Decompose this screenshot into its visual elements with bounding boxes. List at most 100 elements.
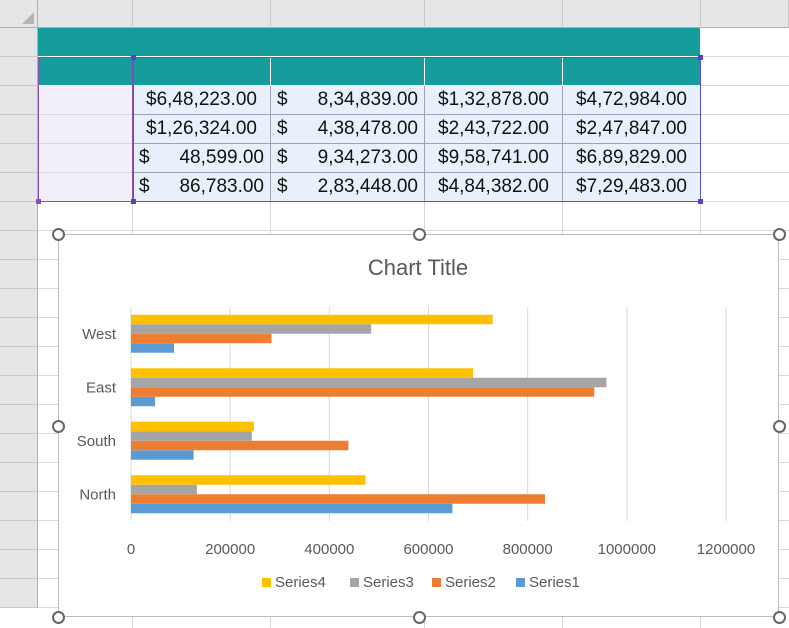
value-cell[interactable]: $4,84,382.00 (425, 173, 563, 202)
row-header-12[interactable] (0, 347, 38, 376)
cell-value: $1,32,878.00 (438, 89, 549, 110)
row-header-14[interactable] (0, 405, 38, 434)
value-cell[interactable]: $2,83,448.00 (271, 173, 425, 202)
chart-resize-handle[interactable] (52, 228, 65, 241)
column-header-f[interactable] (701, 0, 789, 28)
legend-label-series3[interactable]: Series3 (363, 574, 414, 591)
value-cell[interactable]: $1,32,878.00 (425, 86, 563, 115)
range-resize-handle[interactable] (131, 199, 136, 204)
bar-series4-east[interactable] (131, 368, 474, 378)
bar-series1-north[interactable] (131, 503, 453, 514)
chart-canvas: Chart Title 0 200000 400000 600000 800000 1000… (77, 255, 755, 591)
row-header-9[interactable] (0, 260, 38, 289)
value-cell[interactable]: $4,38,478.00 (271, 115, 425, 144)
category-label-south: South (77, 433, 116, 450)
chart-resize-handle[interactable] (773, 611, 786, 624)
bar-series2-north[interactable] (131, 494, 545, 504)
value-cell[interactable]: $1,26,324.00 (133, 115, 271, 144)
column-header-c[interactable] (271, 0, 425, 28)
value-cell[interactable]: $2,47,847.00 (563, 115, 701, 144)
chart-resize-handle[interactable] (773, 228, 786, 241)
row-header-8[interactable] (0, 231, 38, 260)
currency-symbol: $ (277, 118, 288, 139)
region-cell-west[interactable] (38, 173, 133, 202)
row-header-17[interactable] (0, 492, 38, 521)
row-header-19[interactable] (0, 550, 38, 579)
bar-series4-west[interactable] (131, 314, 493, 325)
bar-series4-south[interactable] (131, 421, 254, 432)
cell-value: $9,58,741.00 (438, 147, 549, 168)
chart-resize-handle[interactable] (412, 228, 426, 241)
row-header-18[interactable] (0, 521, 38, 550)
row-header-4[interactable] (0, 115, 38, 144)
range-resize-handle[interactable] (698, 199, 703, 204)
header-cell-region[interactable] (38, 57, 133, 86)
cell-value: 2,83,448.00 (317, 176, 418, 197)
select-all-corner[interactable] (0, 0, 38, 28)
value-cell[interactable]: $4,72,984.00 (563, 86, 701, 115)
legend-label-series1[interactable]: Series1 (529, 574, 580, 591)
value-cell[interactable]: $6,48,223.00 (133, 86, 271, 115)
value-cell[interactable]: $8,34,839.00 (271, 86, 425, 115)
legend-label-series4[interactable]: Series4 (275, 574, 326, 591)
region-cell-south[interactable] (38, 115, 133, 144)
value-cell[interactable]: $9,58,741.00 (425, 144, 563, 173)
bar-series3-west[interactable] (131, 324, 372, 334)
bar-chart[interactable]: Chart Title 0 200000 400000 600000 800000 1000… (52, 228, 786, 624)
header-cell-2020[interactable] (133, 57, 271, 86)
region-cell-north[interactable] (38, 86, 133, 115)
row-header-20[interactable] (0, 579, 38, 608)
column-header-a[interactable] (38, 0, 133, 28)
value-cell[interactable]: $2,43,722.00 (425, 115, 563, 144)
cell-value: $4,84,382.00 (438, 176, 549, 197)
x-tick-label: 600000 (403, 541, 453, 558)
bar-series3-east[interactable] (131, 377, 607, 388)
row-header-1[interactable] (0, 28, 38, 57)
bar-series3-north[interactable] (131, 484, 197, 495)
chart-resize-handle[interactable] (412, 611, 426, 624)
row-header-7[interactable] (0, 202, 38, 231)
legend-label-series2[interactable]: Series2 (445, 574, 496, 591)
chart-title[interactable]: Chart Title (368, 255, 468, 280)
bar-series1-east[interactable] (131, 396, 156, 407)
column-header-d[interactable] (425, 0, 563, 28)
row-header-3[interactable] (0, 86, 38, 115)
range-resize-handle[interactable] (131, 55, 136, 60)
row-header-16[interactable] (0, 463, 38, 492)
value-cell[interactable]: $6,89,829.00 (563, 144, 701, 173)
value-cell[interactable]: $7,29,483.00 (563, 173, 701, 202)
bar-series2-east[interactable] (131, 387, 595, 397)
bar-series4-north[interactable] (131, 475, 366, 485)
value-cell[interactable]: $48,599.00 (133, 144, 271, 173)
bar-series1-west[interactable] (131, 343, 175, 353)
header-cell-2021[interactable] (271, 57, 425, 86)
header-cell-2022[interactable] (425, 57, 563, 86)
cell-value: $6,48,223.00 (146, 89, 257, 110)
range-resize-handle[interactable] (698, 55, 703, 60)
row-header-10[interactable] (0, 289, 38, 318)
value-cell[interactable]: $9,34,273.00 (271, 144, 425, 173)
chart-resize-handle[interactable] (52, 419, 65, 433)
bar-series2-south[interactable] (131, 440, 349, 451)
row-header-15[interactable] (0, 434, 38, 463)
row-header-13[interactable] (0, 376, 38, 405)
row-header-2[interactable] (0, 57, 38, 86)
row-header-11[interactable] (0, 318, 38, 347)
header-cell-2023[interactable] (563, 57, 701, 86)
range-resize-handle[interactable] (36, 199, 41, 204)
currency-symbol: $ (277, 147, 288, 168)
category-label-north: North (79, 486, 116, 503)
row-header-5[interactable] (0, 144, 38, 173)
bar-series2-west[interactable] (131, 333, 272, 344)
chart-resize-handle[interactable] (773, 419, 786, 433)
column-header-e[interactable] (563, 0, 701, 28)
bar-series1-south[interactable] (131, 450, 194, 460)
region-cell-east[interactable] (38, 144, 133, 173)
chart-resize-handle[interactable] (52, 611, 65, 624)
bar-series3-south[interactable] (131, 431, 252, 441)
value-cell[interactable]: $86,783.00 (133, 173, 271, 202)
row-header-6[interactable] (0, 173, 38, 202)
column-header-b[interactable] (133, 0, 271, 28)
sales-title-cell[interactable] (38, 28, 701, 57)
cell-value: $2,43,722.00 (438, 118, 549, 139)
